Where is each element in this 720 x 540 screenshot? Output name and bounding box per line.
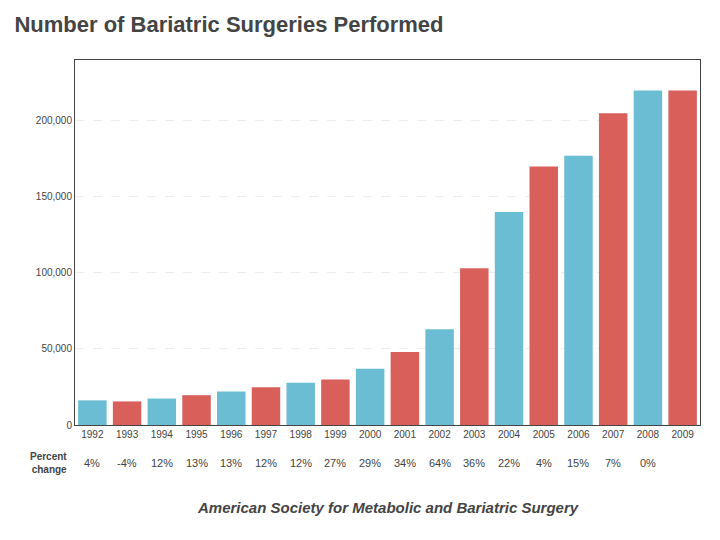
svg-text:13%: 13% xyxy=(186,457,208,469)
svg-text:100,000: 100,000 xyxy=(36,267,73,278)
svg-text:2005: 2005 xyxy=(533,429,556,440)
svg-text:2009: 2009 xyxy=(672,429,695,440)
svg-text:0%: 0% xyxy=(640,457,656,469)
svg-text:American Society for Metabolic: American Society for Metabolic and Baria… xyxy=(197,499,579,516)
svg-text:200,000: 200,000 xyxy=(36,115,73,126)
svg-text:2002: 2002 xyxy=(428,429,451,440)
svg-text:22%: 22% xyxy=(498,457,520,469)
svg-text:2001: 2001 xyxy=(394,429,417,440)
svg-text:2006: 2006 xyxy=(567,429,590,440)
svg-text:1998: 1998 xyxy=(290,429,313,440)
svg-text:1992: 1992 xyxy=(81,429,104,440)
svg-text:4%: 4% xyxy=(84,457,100,469)
svg-text:12%: 12% xyxy=(290,457,312,469)
svg-text:2000: 2000 xyxy=(359,429,382,440)
svg-text:50,000: 50,000 xyxy=(41,343,72,354)
svg-text:15%: 15% xyxy=(567,457,589,469)
svg-text:1996: 1996 xyxy=(220,429,243,440)
svg-text:1999: 1999 xyxy=(324,429,347,440)
svg-text:13%: 13% xyxy=(220,457,242,469)
svg-text:4%: 4% xyxy=(536,457,552,469)
svg-text:1997: 1997 xyxy=(255,429,278,440)
svg-text:27%: 27% xyxy=(324,457,346,469)
svg-text:-4%: -4% xyxy=(117,457,137,469)
svg-text:12%: 12% xyxy=(255,457,277,469)
svg-text:1993: 1993 xyxy=(116,429,139,440)
svg-text:2007: 2007 xyxy=(602,429,625,440)
svg-text:29%: 29% xyxy=(359,457,381,469)
svg-text:1995: 1995 xyxy=(185,429,208,440)
svg-text:2008: 2008 xyxy=(637,429,660,440)
svg-text:Percentchange: Percentchange xyxy=(30,451,67,475)
svg-text:2003: 2003 xyxy=(463,429,486,440)
svg-text:150,000: 150,000 xyxy=(36,191,73,202)
svg-text:34%: 34% xyxy=(394,457,416,469)
svg-text:1994: 1994 xyxy=(151,429,174,440)
svg-text:0: 0 xyxy=(66,420,72,431)
svg-text:36%: 36% xyxy=(463,457,485,469)
svg-text:64%: 64% xyxy=(429,457,451,469)
svg-text:12%: 12% xyxy=(151,457,173,469)
svg-text:7%: 7% xyxy=(605,457,621,469)
svg-text:2004: 2004 xyxy=(498,429,521,440)
svg-text:Number of Bariatric Surgeries: Number of Bariatric Surgeries Performed xyxy=(14,12,443,37)
